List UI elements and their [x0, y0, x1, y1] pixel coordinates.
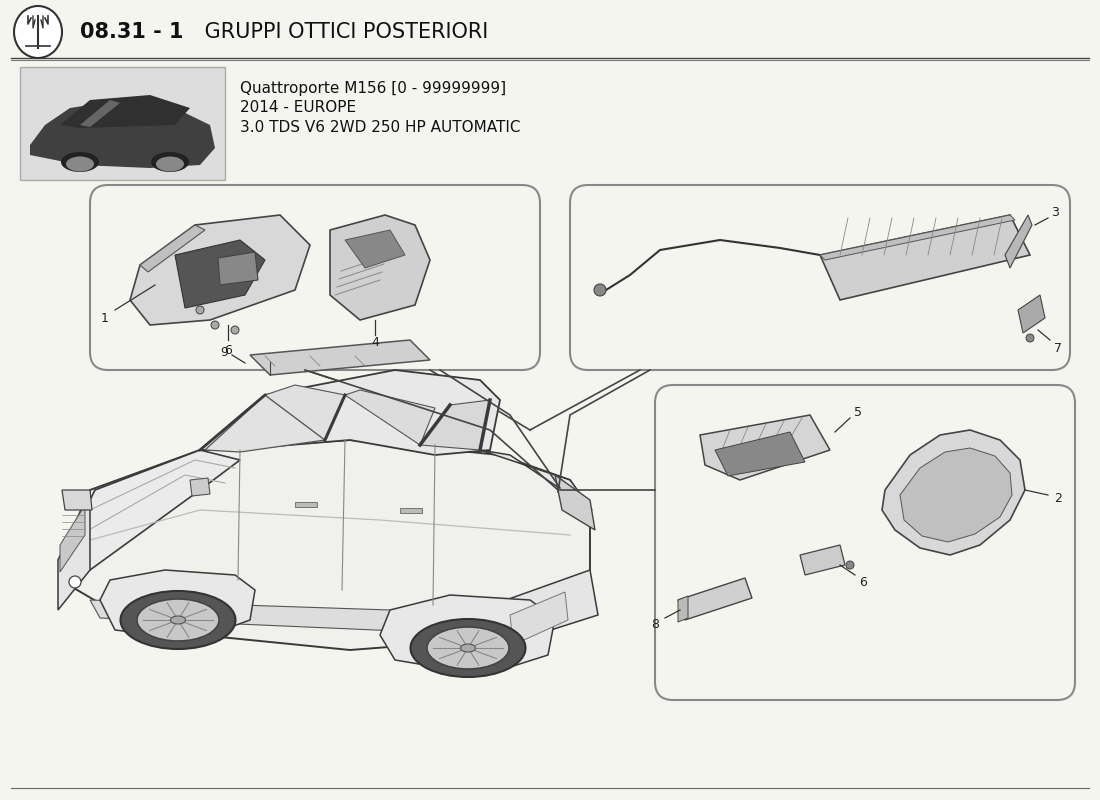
Text: Quattroporte M156 [0 - 99999999]: Quattroporte M156 [0 - 99999999]	[240, 81, 506, 95]
FancyBboxPatch shape	[654, 385, 1075, 700]
Polygon shape	[480, 450, 592, 510]
Polygon shape	[1018, 295, 1045, 333]
Polygon shape	[510, 592, 568, 645]
Polygon shape	[130, 215, 310, 325]
Text: 08.31 - 1: 08.31 - 1	[80, 22, 184, 42]
Text: 7: 7	[1054, 342, 1062, 354]
Text: 4: 4	[371, 335, 378, 349]
FancyBboxPatch shape	[570, 185, 1070, 370]
Polygon shape	[90, 600, 490, 635]
Ellipse shape	[151, 152, 189, 172]
Polygon shape	[140, 225, 205, 272]
Text: 8: 8	[651, 618, 659, 631]
Polygon shape	[556, 475, 595, 530]
Polygon shape	[800, 545, 845, 575]
Polygon shape	[30, 100, 214, 168]
Circle shape	[846, 561, 854, 569]
Text: GRUPPI OTTICI POSTERIORI: GRUPPI OTTICI POSTERIORI	[198, 22, 488, 42]
Polygon shape	[190, 478, 210, 496]
Polygon shape	[265, 385, 345, 440]
Polygon shape	[175, 240, 265, 308]
Polygon shape	[205, 395, 324, 452]
Polygon shape	[60, 95, 190, 128]
Polygon shape	[60, 450, 240, 570]
Polygon shape	[200, 370, 500, 455]
Text: 5: 5	[854, 406, 862, 418]
Polygon shape	[250, 340, 430, 375]
Text: 9: 9	[220, 346, 228, 358]
Text: 3: 3	[1052, 206, 1059, 219]
Ellipse shape	[138, 599, 219, 641]
Polygon shape	[379, 595, 556, 675]
Ellipse shape	[170, 616, 186, 624]
Circle shape	[1026, 334, 1034, 342]
Ellipse shape	[66, 157, 94, 171]
Ellipse shape	[121, 591, 235, 649]
Polygon shape	[715, 432, 805, 476]
Polygon shape	[60, 440, 590, 650]
Circle shape	[594, 284, 606, 296]
Circle shape	[196, 306, 204, 314]
Polygon shape	[678, 578, 752, 620]
Polygon shape	[80, 100, 120, 127]
Ellipse shape	[60, 152, 99, 172]
Polygon shape	[1005, 215, 1032, 268]
Ellipse shape	[461, 644, 475, 652]
Circle shape	[69, 576, 81, 588]
Bar	[20, 67, 226, 180]
Polygon shape	[820, 215, 1030, 300]
Polygon shape	[820, 215, 1015, 260]
Text: 6: 6	[859, 575, 867, 589]
Circle shape	[211, 321, 219, 329]
Polygon shape	[295, 502, 317, 507]
Polygon shape	[700, 415, 830, 480]
Text: 2014 - EUROPE: 2014 - EUROPE	[240, 101, 356, 115]
Polygon shape	[60, 505, 85, 572]
Polygon shape	[420, 400, 490, 450]
Polygon shape	[345, 390, 434, 445]
Ellipse shape	[156, 157, 184, 171]
Polygon shape	[62, 490, 92, 510]
Text: 1: 1	[101, 311, 109, 325]
Polygon shape	[882, 430, 1025, 555]
Text: 3.0 TDS V6 2WD 250 HP AUTOMATIC: 3.0 TDS V6 2WD 250 HP AUTOMATIC	[240, 121, 520, 135]
Polygon shape	[100, 570, 255, 640]
FancyBboxPatch shape	[90, 185, 540, 370]
Text: 2: 2	[1054, 491, 1062, 505]
Polygon shape	[400, 508, 422, 513]
Ellipse shape	[14, 6, 62, 58]
Polygon shape	[330, 215, 430, 320]
Text: 6: 6	[224, 343, 232, 357]
Polygon shape	[478, 570, 598, 650]
Circle shape	[231, 326, 239, 334]
Polygon shape	[678, 596, 688, 622]
Ellipse shape	[427, 627, 509, 669]
Polygon shape	[345, 230, 405, 268]
Polygon shape	[58, 490, 90, 610]
Ellipse shape	[410, 619, 526, 677]
Polygon shape	[218, 252, 258, 285]
Polygon shape	[900, 448, 1012, 542]
